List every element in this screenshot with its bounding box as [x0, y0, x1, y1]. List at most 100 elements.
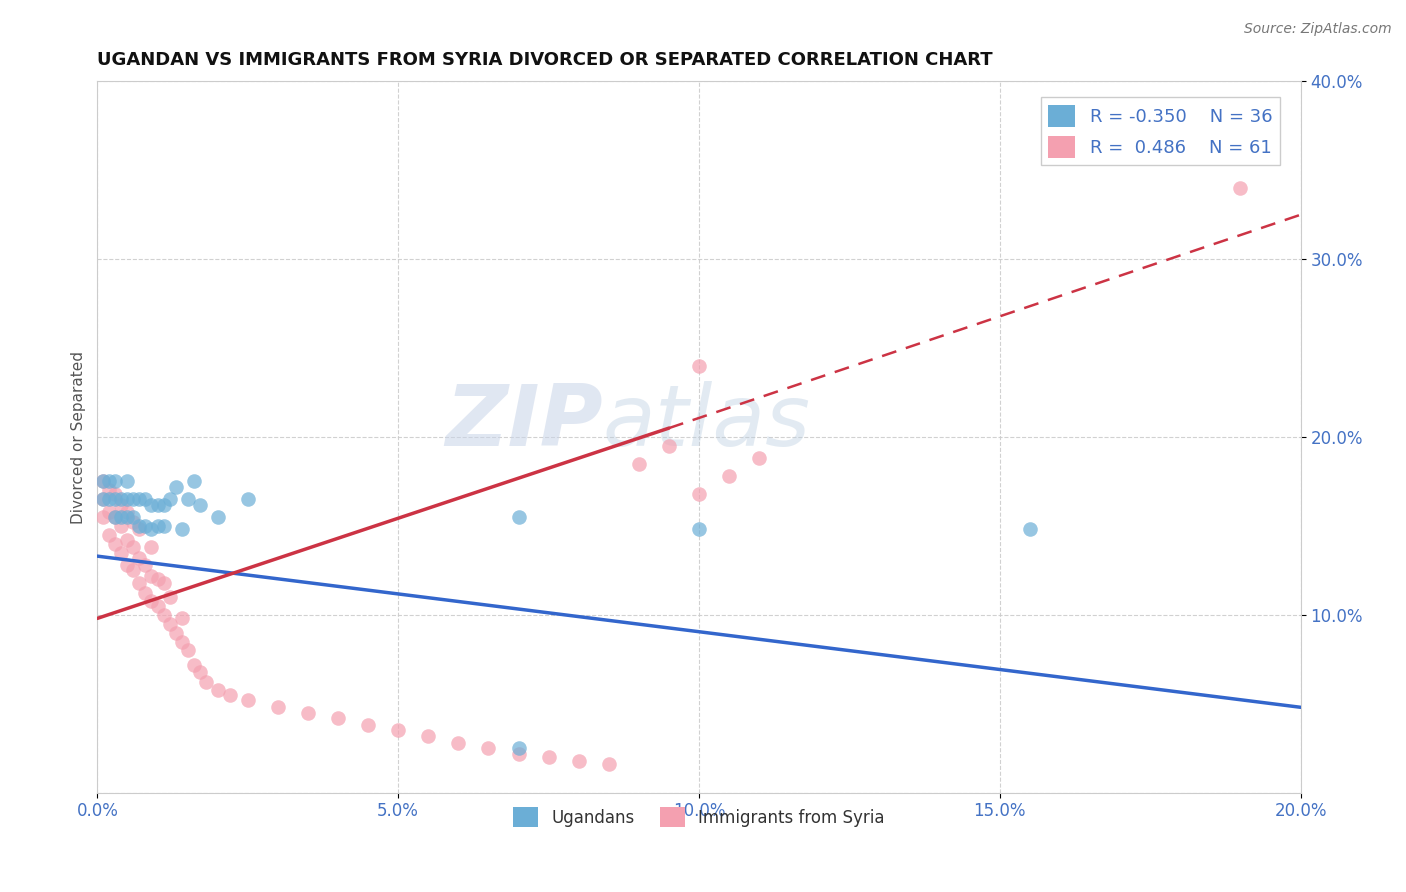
Point	[688, 359, 710, 373]
Point	[141, 523, 163, 537]
Point	[170, 523, 193, 537]
Point	[1019, 523, 1042, 537]
Point	[110, 492, 132, 507]
Point	[93, 475, 115, 489]
Point	[98, 492, 121, 507]
Y-axis label: Divorced or Separated: Divorced or Separated	[72, 351, 86, 524]
Point	[326, 711, 349, 725]
Point	[165, 480, 187, 494]
Point	[110, 498, 132, 512]
Point	[122, 492, 145, 507]
Point	[688, 487, 710, 501]
Point	[477, 741, 499, 756]
Point	[207, 682, 229, 697]
Point	[152, 575, 174, 590]
Point	[159, 590, 181, 604]
Point	[117, 505, 139, 519]
Point	[104, 537, 127, 551]
Point	[176, 492, 198, 507]
Point	[122, 516, 145, 530]
Point	[508, 741, 530, 756]
Point	[134, 558, 156, 572]
Point	[152, 498, 174, 512]
Point	[141, 541, 163, 555]
Point	[134, 492, 156, 507]
Point	[447, 736, 470, 750]
Point	[170, 611, 193, 625]
Point	[93, 475, 115, 489]
Point	[128, 575, 150, 590]
Point	[146, 599, 169, 613]
Point	[176, 643, 198, 657]
Text: atlas: atlas	[603, 381, 811, 464]
Point	[128, 492, 150, 507]
Point	[134, 586, 156, 600]
Point	[387, 723, 409, 738]
Point	[128, 519, 150, 533]
Point	[508, 510, 530, 524]
Point	[98, 505, 121, 519]
Text: ZIP: ZIP	[446, 381, 603, 464]
Point	[188, 498, 211, 512]
Point	[146, 519, 169, 533]
Point	[117, 475, 139, 489]
Point	[141, 568, 163, 582]
Point	[748, 451, 770, 466]
Point	[141, 498, 163, 512]
Point	[104, 510, 127, 524]
Point	[93, 492, 115, 507]
Point	[152, 519, 174, 533]
Point	[183, 475, 205, 489]
Point	[159, 616, 181, 631]
Point	[418, 729, 440, 743]
Point	[104, 510, 127, 524]
Point	[1229, 181, 1251, 195]
Point	[170, 634, 193, 648]
Point	[236, 492, 259, 507]
Point	[104, 487, 127, 501]
Point	[718, 469, 741, 483]
Point	[598, 757, 620, 772]
Point	[110, 510, 132, 524]
Text: Source: ZipAtlas.com: Source: ZipAtlas.com	[1244, 22, 1392, 37]
Point	[110, 519, 132, 533]
Point	[122, 541, 145, 555]
Point	[357, 718, 380, 732]
Point	[104, 492, 127, 507]
Point	[98, 528, 121, 542]
Point	[134, 519, 156, 533]
Point	[98, 475, 121, 489]
Point	[93, 492, 115, 507]
Text: UGANDAN VS IMMIGRANTS FROM SYRIA DIVORCED OR SEPARATED CORRELATION CHART: UGANDAN VS IMMIGRANTS FROM SYRIA DIVORCE…	[97, 51, 993, 69]
Point	[117, 558, 139, 572]
Legend: Ugandans, Immigrants from Syria: Ugandans, Immigrants from Syria	[506, 800, 891, 834]
Point	[117, 533, 139, 548]
Point	[183, 657, 205, 672]
Point	[146, 572, 169, 586]
Point	[141, 593, 163, 607]
Point	[93, 510, 115, 524]
Point	[122, 563, 145, 577]
Point	[104, 475, 127, 489]
Point	[236, 693, 259, 707]
Point	[537, 750, 560, 764]
Point	[110, 545, 132, 559]
Point	[117, 492, 139, 507]
Point	[658, 439, 681, 453]
Point	[165, 625, 187, 640]
Point	[194, 675, 217, 690]
Point	[159, 492, 181, 507]
Point	[297, 706, 319, 720]
Point	[117, 510, 139, 524]
Point	[128, 550, 150, 565]
Point	[152, 607, 174, 622]
Point	[627, 457, 650, 471]
Point	[122, 510, 145, 524]
Point	[188, 665, 211, 679]
Point	[128, 523, 150, 537]
Point	[688, 523, 710, 537]
Point	[146, 498, 169, 512]
Point	[267, 700, 290, 714]
Point	[508, 747, 530, 761]
Point	[98, 483, 121, 498]
